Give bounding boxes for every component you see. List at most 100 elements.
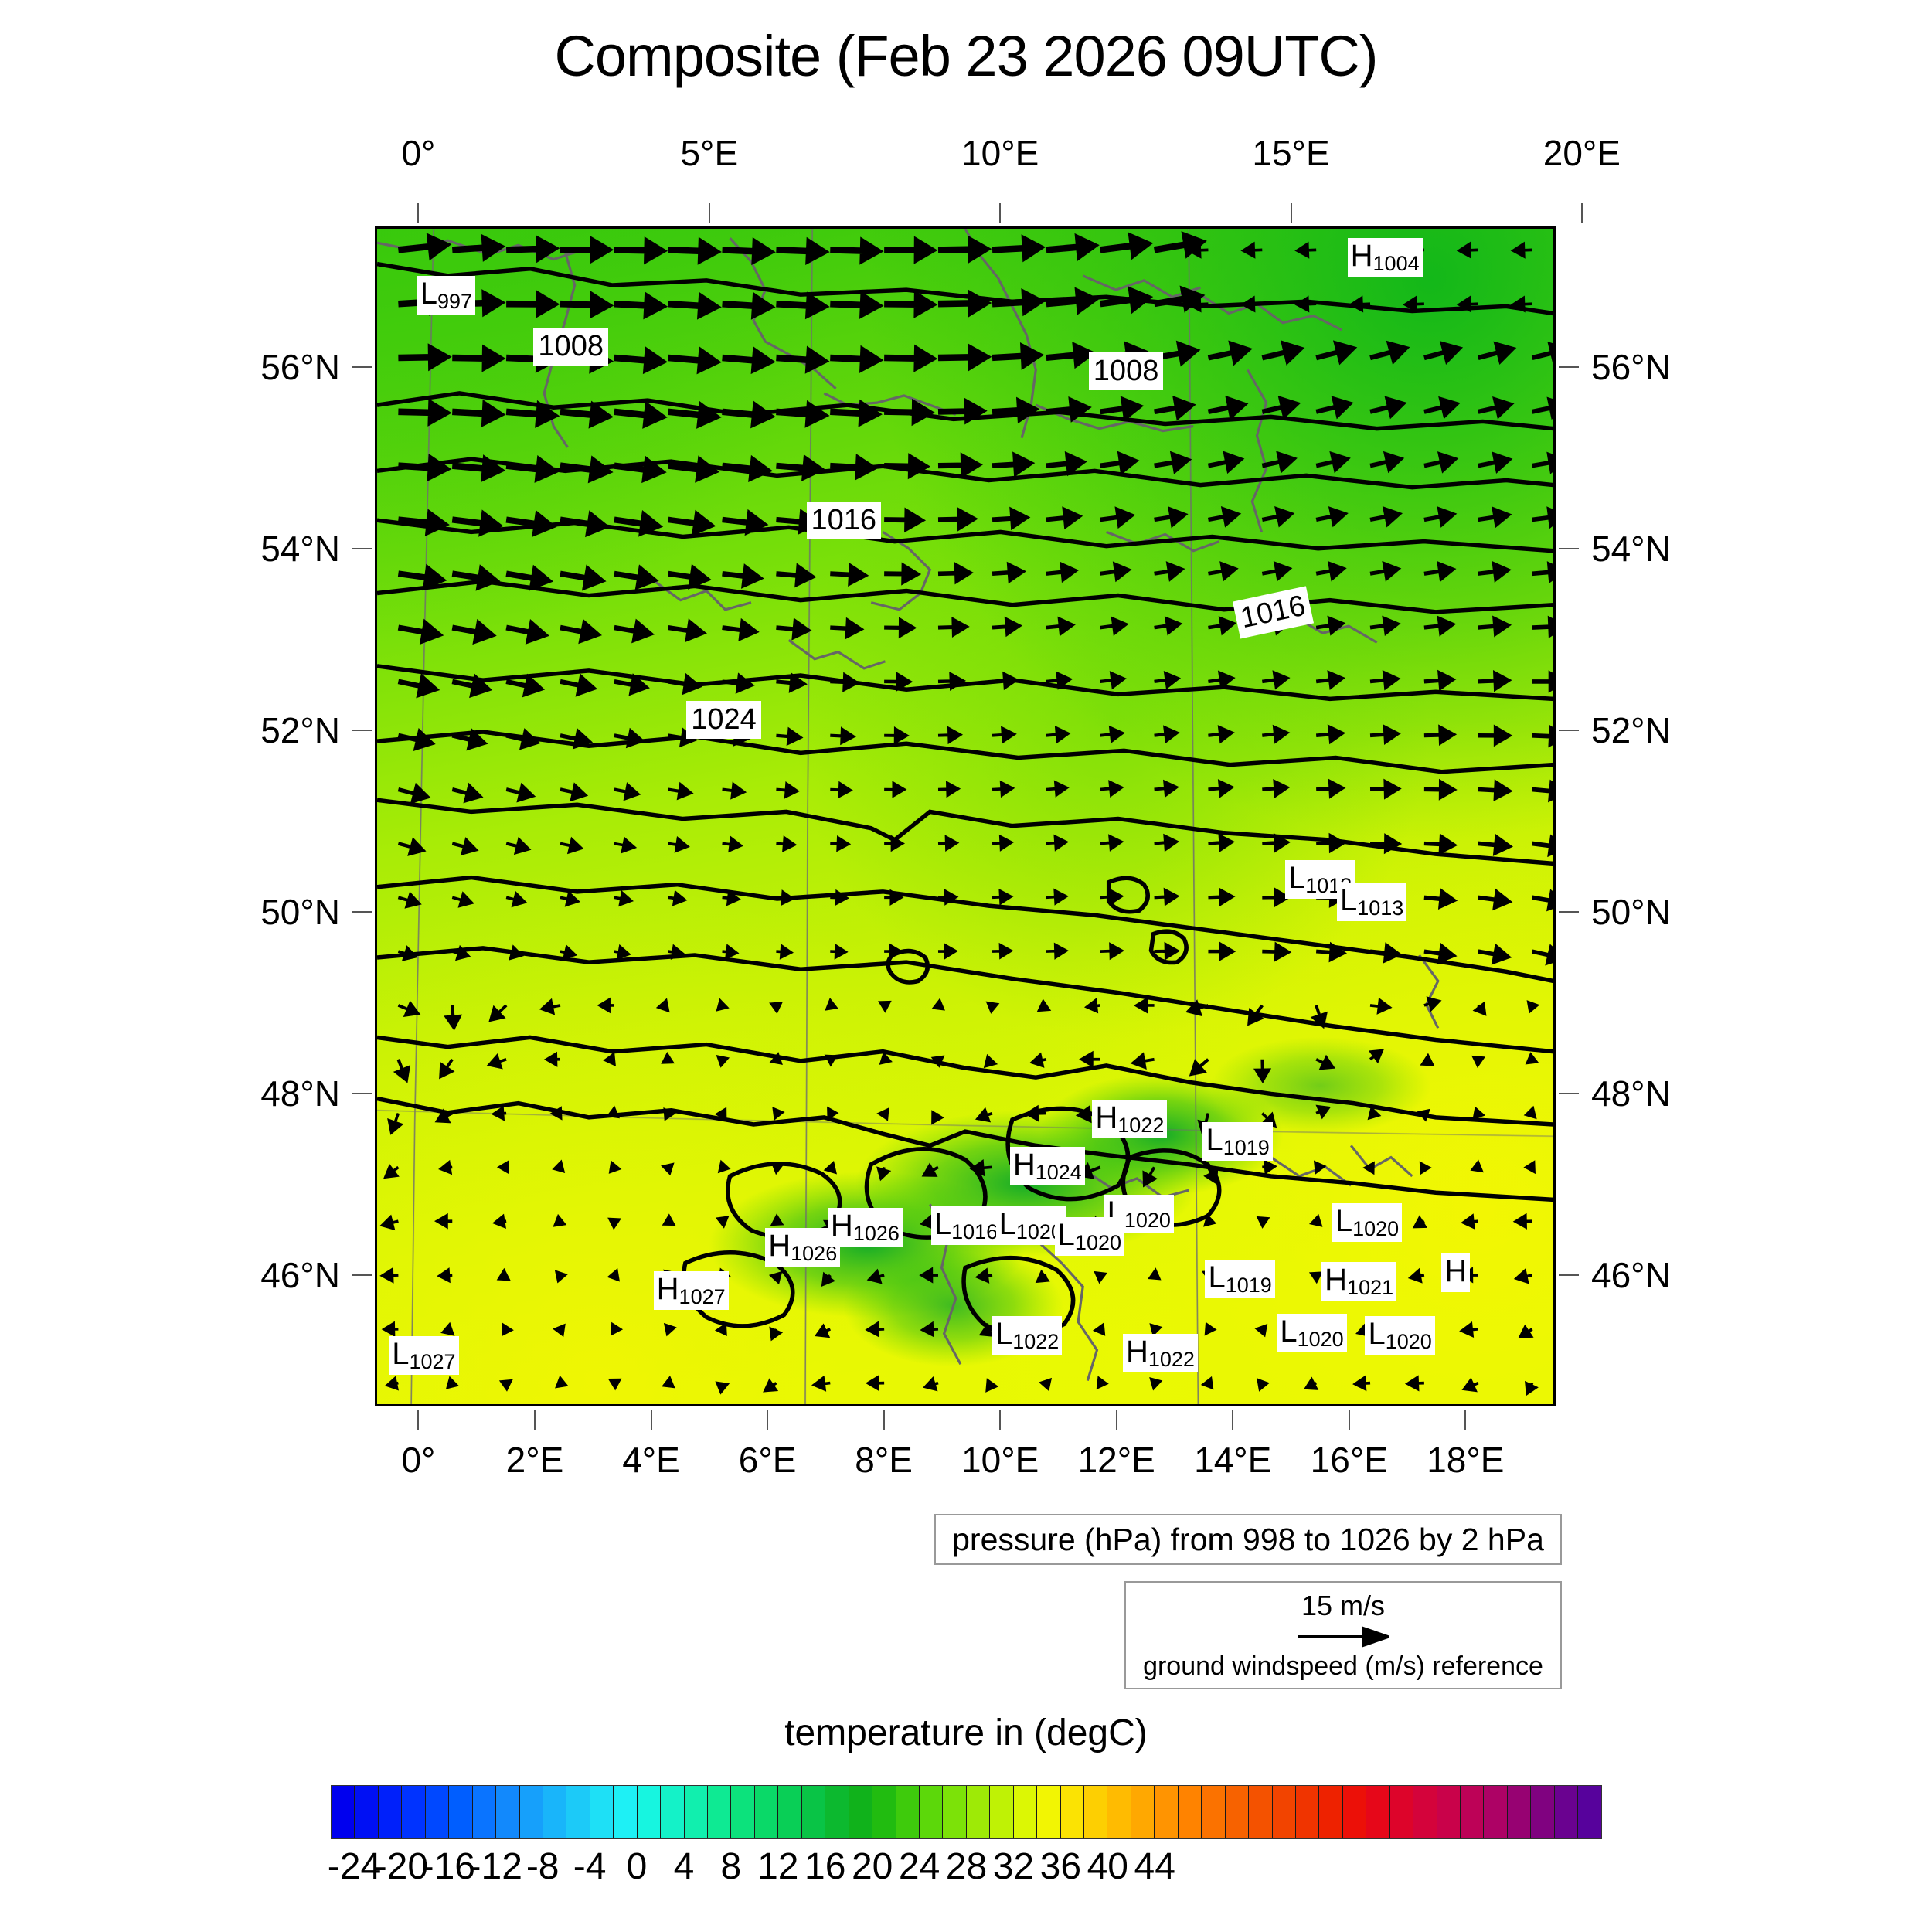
wind-arrow xyxy=(722,617,760,641)
wind-arrow xyxy=(884,726,910,745)
wind-arrow xyxy=(607,1268,621,1282)
wind-arrow xyxy=(397,618,444,645)
axis-label-top: 20°E xyxy=(1543,133,1621,173)
coastlines xyxy=(377,229,1440,1382)
wind-arrow xyxy=(1369,451,1405,474)
wind-arrow xyxy=(830,781,853,799)
colorbar-swatch xyxy=(731,1786,755,1838)
wind-arrow xyxy=(1478,724,1513,747)
wind-arrow xyxy=(1262,833,1291,853)
map-panel[interactable]: L997 H1004 L1013 L1013 H1024 H1022 L1019 L1020 L… xyxy=(375,226,1556,1406)
low-pressure-label: L1027 xyxy=(389,1335,459,1375)
wind-arrow xyxy=(560,291,614,319)
wind-arrow xyxy=(1261,451,1298,474)
wind-arrow xyxy=(451,891,474,908)
wind-arrow xyxy=(496,1160,509,1175)
wind-arrow xyxy=(1402,295,1424,313)
wind-arrow xyxy=(776,835,798,852)
wind-arrow xyxy=(1154,887,1180,906)
wind-arrow xyxy=(1532,451,1553,474)
wind-arrow xyxy=(668,400,722,429)
wind-arrow xyxy=(830,236,884,265)
isobar-value-label: 1008 xyxy=(1088,352,1164,390)
wind-arrow xyxy=(992,888,1014,906)
wind-arrow xyxy=(1154,833,1180,852)
wind-arrow xyxy=(1262,778,1291,799)
wind-arrow xyxy=(451,782,484,804)
wind-arrow xyxy=(1208,725,1235,744)
wind-arrow xyxy=(1189,1058,1209,1077)
wind-arrow xyxy=(920,1321,939,1338)
wind-arrow xyxy=(539,998,561,1015)
wind-arrow xyxy=(1523,1160,1536,1175)
wind-arrow xyxy=(1262,670,1291,690)
axis-label-bottom: 18°E xyxy=(1427,1440,1505,1480)
wind-arrow xyxy=(1154,616,1183,636)
wind-arrow xyxy=(397,837,427,856)
wind-arrow xyxy=(722,236,776,266)
wind-arrow xyxy=(1423,888,1458,910)
wind-arrow xyxy=(1423,560,1457,583)
wind-arrow xyxy=(722,454,774,482)
wind-arrow xyxy=(1417,1108,1430,1122)
colorbar-title: temperature in (degC) xyxy=(784,1713,1148,1753)
axis-label-right: 48°N xyxy=(1591,1073,1671,1114)
wind-arrow xyxy=(879,1051,893,1065)
wind-arrow xyxy=(1262,724,1291,744)
wind-arrow xyxy=(1185,999,1209,1017)
axis-label-left: 56°N xyxy=(260,347,340,388)
wind-arrow xyxy=(983,1053,998,1069)
wind-arrow xyxy=(1423,724,1458,746)
wind-arrow xyxy=(614,727,646,749)
wind-arrow xyxy=(937,781,961,798)
wind-arrow xyxy=(1419,1161,1432,1175)
wind-arrow xyxy=(1100,451,1140,475)
temperature-colorbar[interactable] xyxy=(331,1785,1602,1839)
colorbar-swatch xyxy=(332,1786,355,1838)
wind-arrow xyxy=(451,944,471,961)
wind-arrow xyxy=(1253,1059,1272,1083)
wind-arrow xyxy=(492,1213,507,1230)
wind-arrow xyxy=(1046,342,1097,369)
wind-arrow xyxy=(1369,724,1401,746)
wind-arrow xyxy=(614,236,668,265)
wind-vectors xyxy=(379,231,1553,1396)
wind-arrow xyxy=(716,1054,730,1068)
wind-arrow xyxy=(1046,396,1092,423)
pressure-legend-text: pressure (hPa) from 998 to 1026 by 2 hPa xyxy=(952,1521,1544,1557)
wind-arrow xyxy=(553,1213,567,1227)
wind-arrow xyxy=(824,1054,838,1067)
wind-arrow xyxy=(978,1322,995,1337)
colorbar-tick-label: 24 xyxy=(898,1846,940,1887)
wind-arrow xyxy=(1079,1050,1100,1068)
wind-arrow xyxy=(1154,779,1179,798)
wind-arrow xyxy=(668,889,688,906)
wind-arrow xyxy=(1046,888,1069,906)
colorbar-swatch xyxy=(1037,1786,1061,1838)
wind-arrow xyxy=(1100,616,1129,636)
colorbar-swatch xyxy=(1178,1786,1202,1838)
wind-arrow xyxy=(1204,1321,1217,1336)
colorbar-swatch xyxy=(943,1786,967,1838)
wind-arrow xyxy=(1203,1213,1217,1227)
isobar-value-label: 1024 xyxy=(686,701,761,740)
wind-arrow xyxy=(614,673,650,696)
wind-arrow xyxy=(668,944,685,960)
colorbar-swatch xyxy=(449,1786,473,1838)
wind-arrow xyxy=(1262,941,1292,962)
wind-arrow xyxy=(383,1163,400,1179)
wind-arrow xyxy=(1420,1053,1435,1066)
colorbar-swatch xyxy=(1413,1786,1437,1838)
wind-arrow xyxy=(770,1162,784,1175)
wind-arrow xyxy=(992,506,1031,531)
wind-arrow xyxy=(502,1322,514,1337)
wind-arrow xyxy=(1369,997,1393,1015)
colorbar-tick-label: 16 xyxy=(804,1846,846,1887)
high-pressure-label: H1022 xyxy=(1092,1100,1168,1139)
wind-arrow xyxy=(865,1321,885,1338)
wind-arrow xyxy=(884,507,927,533)
wind-arrow xyxy=(1532,615,1553,638)
wind-arrow xyxy=(560,400,614,429)
wind-arrow xyxy=(769,1052,783,1065)
wind-arrow xyxy=(814,1323,832,1338)
